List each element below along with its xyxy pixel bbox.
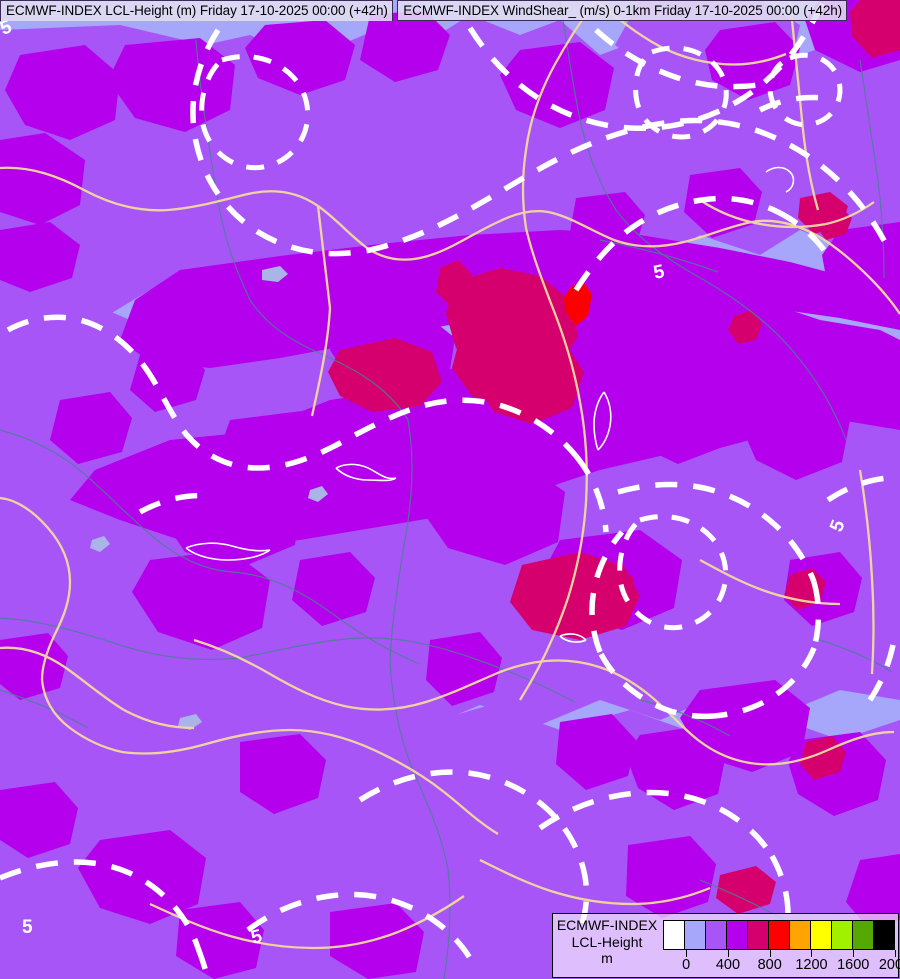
legend-tick-1600 [853,950,855,957]
legend-swatch-0 [664,921,685,949]
legend-tick-label-1200: 1200 [795,957,828,973]
legend-swatch-1 [685,921,706,949]
legend-swatch-7 [811,921,832,949]
svg-text:5: 5 [22,917,33,938]
legend-tick-label-0: 0 [682,957,691,973]
legend-tick-label-400: 400 [715,957,741,973]
legend-model-label: ECMWF-INDEX [556,917,658,933]
legend-tick-label-2000: 2000 [878,957,900,973]
legend-swatch-4 [748,921,769,949]
legend-tick-1200 [811,950,813,957]
legend-parameter-label: LCL-Height [571,933,643,950]
legend-swatch-8 [832,921,853,949]
legend-ticks [663,950,896,958]
legend-tick-labels: 0 400 800 1200 1600 2000 [663,956,900,976]
svg-text:5: 5 [652,261,667,284]
legend-swatch-2 [706,921,727,949]
legend-tick-0 [686,950,688,957]
legend-swatch-9 [853,921,874,949]
legend-tick-label-800: 800 [757,957,782,973]
legend-tick-800 [769,950,771,957]
legend-tick-400 [727,950,729,957]
legend-swatch-3 [727,921,748,949]
legend-swatch-5 [769,921,790,949]
legend-caption: ECMWF-INDEX LCL-Height m [553,917,661,967]
lcl-height-title: ECMWF-INDEX LCL-Height (m) Friday 17-10-… [0,0,393,21]
legend-swatch-10 [874,921,894,949]
colorbar-legend[interactable]: ECMWF-INDEX LCL-Height m 0 400 800 1200 1600… [552,913,900,978]
legend-unit-label: m [601,950,613,966]
legend-tick-2000 [895,950,896,957]
windshear-title: ECMWF-INDEX WindShear_ (m/s) 0-1km Frida… [397,0,848,21]
legend-swatch-6 [790,921,811,949]
legend-colorbar [663,920,895,950]
legend-tick-label-1600: 1600 [837,957,870,973]
map-title-block: ECMWF-INDEX LCL-Height (m) Friday 17-10-… [0,0,848,21]
